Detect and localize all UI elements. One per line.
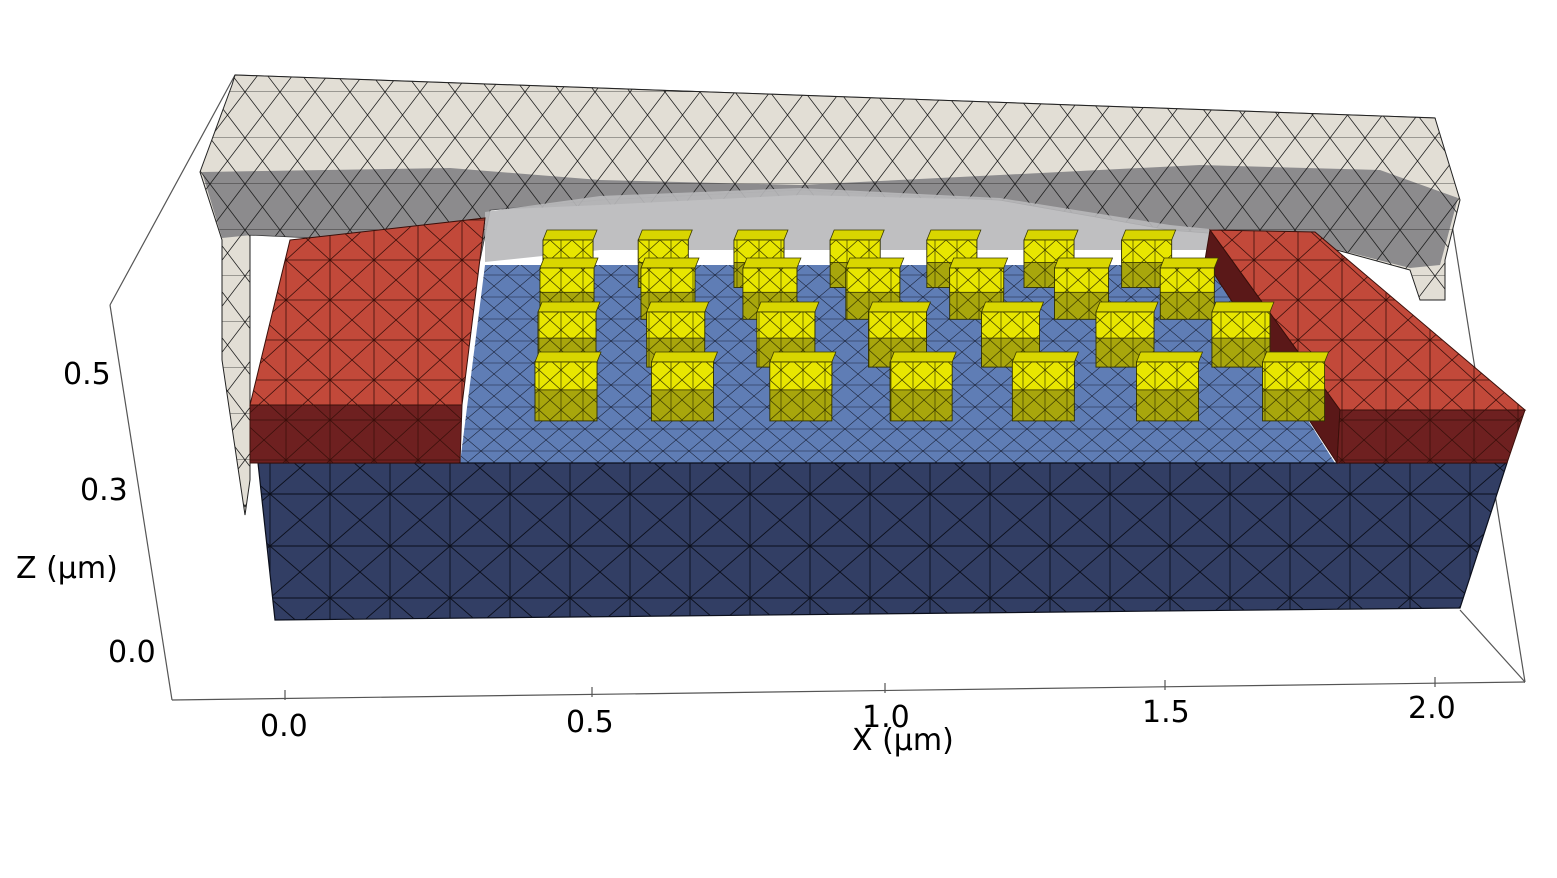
nanocube — [845, 257, 905, 320]
z-tick-label: 0.5 — [63, 357, 111, 392]
z-tick-label: 0.0 — [108, 635, 156, 670]
x-axis-label: X (μm) — [852, 723, 954, 758]
nanocube — [1011, 351, 1079, 422]
nanocube — [1095, 301, 1159, 368]
x-tick-label: 2.0 — [1408, 691, 1456, 726]
x-tick-label: 1.0 — [862, 700, 910, 735]
z-tick-label: 0.3 — [80, 473, 128, 508]
nanocube — [1159, 257, 1219, 320]
nanocube — [534, 351, 602, 422]
nanocube-array — [534, 229, 1330, 422]
nanocube — [1135, 351, 1204, 422]
x-tick-label: 0.0 — [260, 709, 308, 744]
nanocube — [889, 351, 957, 422]
z-axis: 0.5 0.3 0.0 Z (μm) — [16, 357, 156, 670]
nanocube — [867, 301, 932, 368]
left-electrode — [249, 217, 486, 464]
nanocube — [769, 351, 837, 422]
x-axis: 0.0 0.5 1.0 1.5 2.0 X (μm) — [260, 677, 1456, 758]
nanocube — [650, 351, 719, 422]
cap-layer — [199, 74, 1461, 516]
nanocube — [1053, 257, 1114, 320]
nanocube — [1211, 301, 1275, 368]
substrate — [257, 462, 1508, 621]
x-tick-label: 0.5 — [566, 705, 614, 740]
z-axis-label: Z (μm) — [16, 551, 118, 586]
nanocube — [1261, 351, 1330, 422]
x-tick-label: 1.5 — [1142, 695, 1190, 730]
